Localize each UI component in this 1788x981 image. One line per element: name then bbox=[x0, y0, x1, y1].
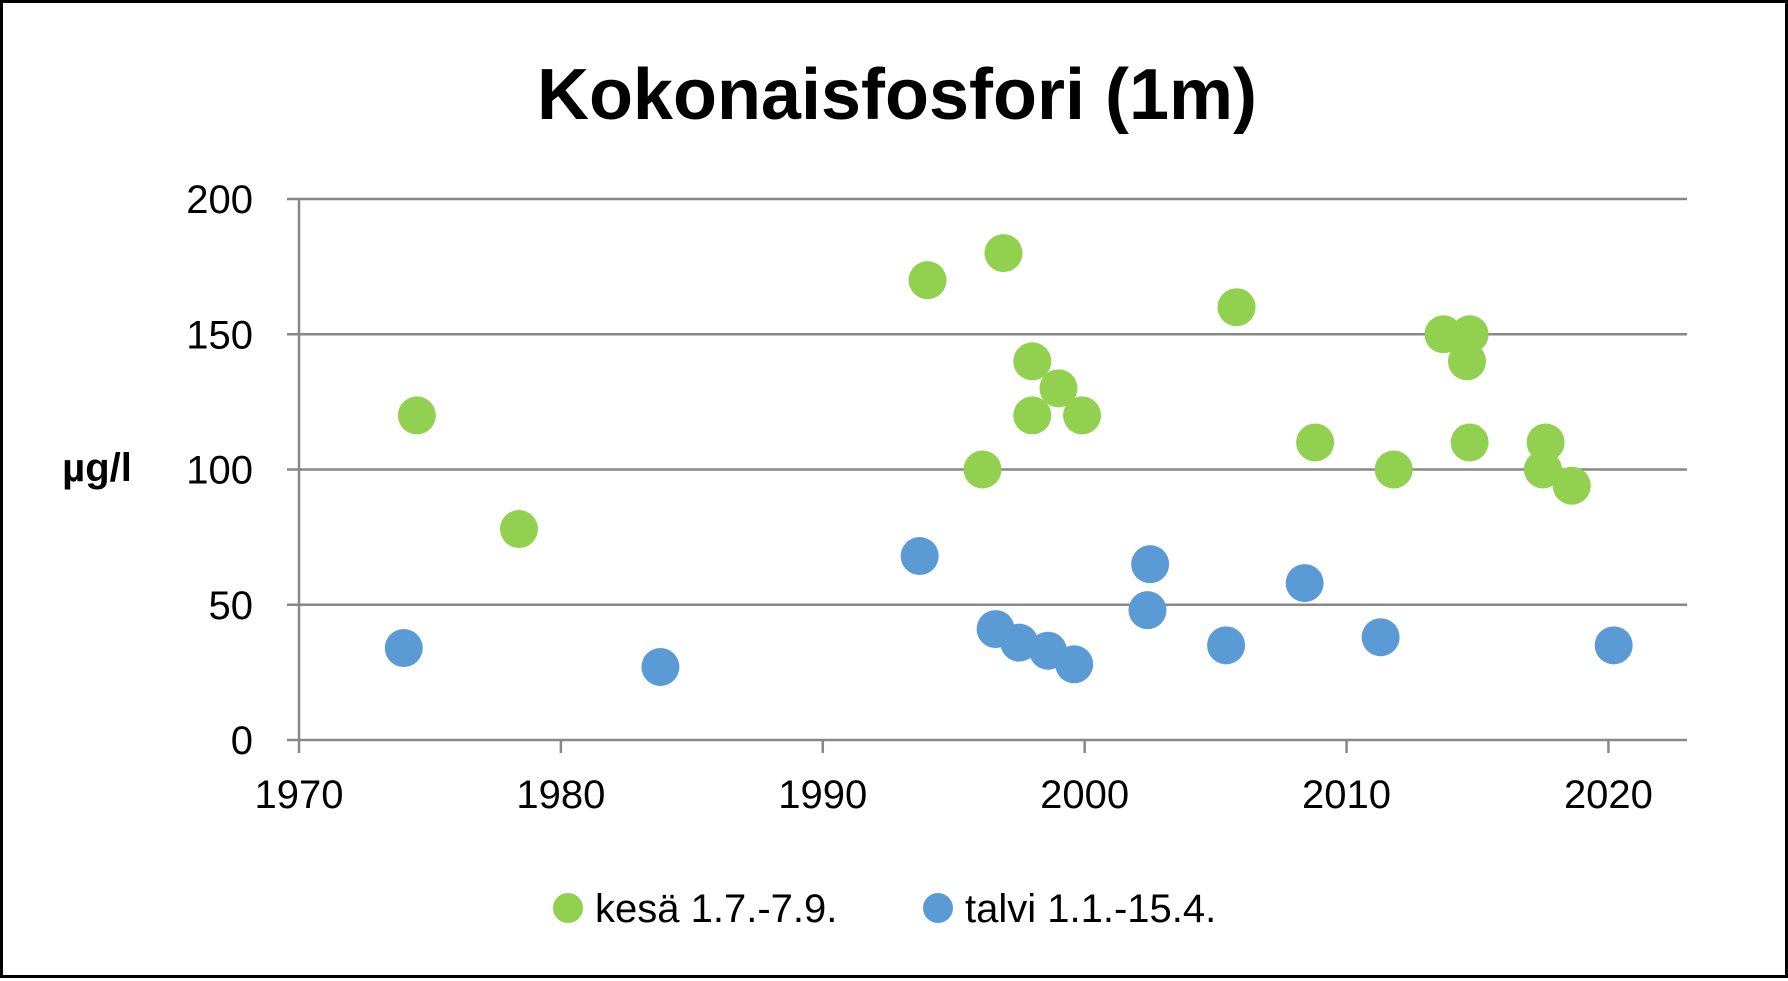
data-point-kesa bbox=[1552, 466, 1591, 505]
legend: kesä 1.7.-7.9. talvi 1.1.-15.4. bbox=[553, 887, 1216, 931]
data-point-kesa bbox=[1217, 288, 1256, 327]
data-point-talvi bbox=[1055, 645, 1094, 684]
y-axis-label: µg/l bbox=[62, 446, 132, 490]
data-points bbox=[384, 234, 1633, 686]
x-tick-label: 2020 bbox=[1564, 773, 1653, 817]
x-tick-label: 2000 bbox=[1040, 773, 1129, 817]
x-tick-label: 1970 bbox=[255, 773, 344, 817]
axes bbox=[287, 197, 1687, 753]
data-point-kesa bbox=[1013, 396, 1052, 435]
chart-svg: Kokonaisfosfori (1m) µg/l 0 50 100 150 200 1… bbox=[62, 55, 1687, 931]
data-point-kesa bbox=[1063, 396, 1102, 435]
data-point-talvi bbox=[641, 647, 680, 686]
data-point-talvi bbox=[1594, 626, 1633, 665]
x-tick-labels: 1970 1980 1990 2000 2010 2020 bbox=[255, 773, 1653, 817]
data-point-kesa bbox=[1013, 342, 1052, 381]
data-point-kesa bbox=[908, 261, 947, 300]
data-point-kesa bbox=[1450, 423, 1489, 462]
data-point-kesa bbox=[1448, 342, 1487, 381]
y-tick-label: 150 bbox=[186, 313, 253, 357]
data-point-talvi bbox=[1285, 564, 1324, 603]
data-point-talvi bbox=[1207, 626, 1246, 665]
data-point-talvi bbox=[384, 629, 423, 668]
y-tick-label: 100 bbox=[186, 449, 253, 493]
legend-marker-kesa bbox=[553, 893, 583, 923]
data-point-talvi bbox=[1128, 591, 1167, 630]
data-point-kesa bbox=[1039, 369, 1078, 408]
data-point-kesa bbox=[1523, 450, 1562, 489]
data-point-talvi bbox=[900, 537, 939, 576]
y-tick-label: 200 bbox=[186, 178, 253, 222]
x-tick-label: 2010 bbox=[1302, 773, 1391, 817]
x-tick-label: 1990 bbox=[778, 773, 867, 817]
legend-label-talvi: talvi 1.1.-15.4. bbox=[965, 887, 1216, 931]
legend-label-kesa: kesä 1.7.-7.9. bbox=[595, 887, 837, 931]
y-tick-labels: 0 50 100 150 200 bbox=[186, 178, 253, 763]
data-point-kesa bbox=[1296, 423, 1335, 462]
x-tick-label: 1980 bbox=[516, 773, 605, 817]
y-tick-label: 50 bbox=[209, 584, 254, 628]
grid-lines bbox=[299, 197, 1687, 606]
chart-title: Kokonaisfosfori (1m) bbox=[537, 55, 1257, 135]
data-point-kesa bbox=[984, 234, 1023, 273]
data-point-talvi bbox=[1131, 545, 1170, 584]
data-point-kesa bbox=[1424, 315, 1463, 354]
data-point-kesa bbox=[1374, 450, 1413, 489]
data-point-kesa bbox=[499, 510, 538, 549]
data-point-talvi bbox=[1361, 618, 1400, 657]
y-tick-label: 0 bbox=[231, 719, 253, 763]
data-point-kesa bbox=[397, 396, 436, 435]
data-point-talvi bbox=[1000, 623, 1039, 662]
data-point-kesa bbox=[963, 450, 1002, 489]
legend-marker-talvi bbox=[923, 893, 953, 923]
